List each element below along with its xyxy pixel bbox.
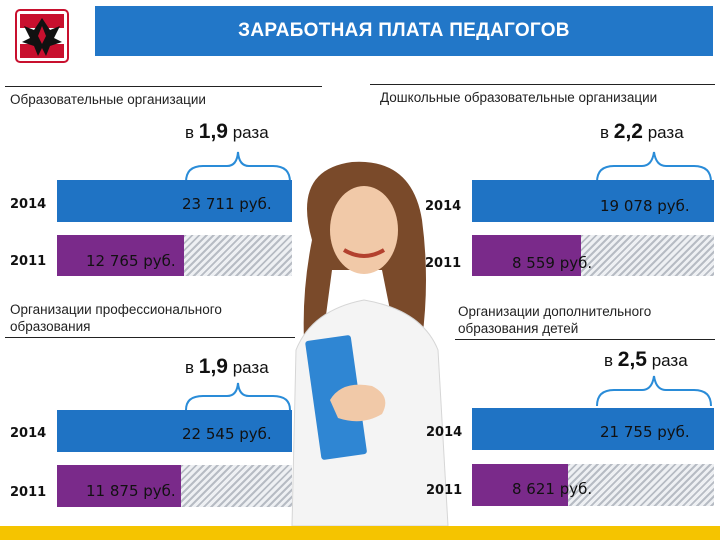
bar-2011-remainder: [181, 465, 292, 507]
year-label: 2011: [10, 254, 47, 269]
section-divider: [370, 84, 715, 85]
bar-value-label: 19 078 руб.: [600, 197, 690, 215]
year-label: 2014: [426, 425, 463, 440]
teacher-photo: [291, 161, 449, 526]
bar-2011: [57, 465, 181, 507]
bar-value-label: 11 875 руб.: [86, 482, 176, 500]
bar-group: [57, 410, 292, 507]
bar-value-label: 8 559 руб.: [512, 254, 593, 272]
bar-2011-remainder: [568, 464, 714, 506]
section-title: Образовательные организации: [10, 92, 206, 107]
bar-group: [57, 180, 292, 276]
growth-ratio: в 2,2 раза: [600, 120, 684, 143]
year-label: 2014: [10, 426, 47, 441]
page-title: ЗАРАБОТНАЯ ПЛАТА ПЕДАГОГОВ: [238, 20, 570, 41]
section-divider: [455, 339, 715, 340]
bar-2011: [57, 235, 184, 276]
bar-value-label: 23 711 руб.: [182, 195, 272, 213]
bar-2014: [472, 180, 714, 222]
bar-2014: [57, 410, 292, 452]
bar-2011: [472, 235, 581, 276]
bar-group: [472, 180, 714, 276]
year-label: 2014: [10, 197, 47, 212]
bracket: [185, 382, 291, 411]
growth-ratio: в 2,5 раза: [604, 348, 688, 371]
bar-group: [472, 408, 714, 506]
bracket: [596, 151, 712, 183]
bar-2011: [472, 464, 568, 506]
section-title: Организации профессионального образовани…: [10, 302, 222, 334]
year-label: 2011: [10, 485, 47, 500]
growth-ratio: в 1,9 раза: [185, 120, 269, 143]
bar-2014: [472, 408, 714, 450]
emblem-icon: [15, 9, 69, 63]
year-label: 2011: [426, 483, 463, 498]
bracket: [185, 151, 291, 183]
section-divider: [5, 337, 295, 338]
bar-value-label: 22 545 руб.: [182, 425, 272, 443]
section-title: Организации дополнительного образования …: [458, 304, 652, 336]
bar-2011-remainder: [581, 235, 714, 276]
bar-value-label: 12 765 руб.: [86, 252, 176, 270]
bar-2011-remainder: [184, 235, 292, 276]
growth-ratio: в 1,9 раза: [185, 355, 269, 378]
year-label: 2014: [425, 199, 462, 214]
bar-value-label: 8 621 руб.: [512, 480, 593, 498]
bracket: [596, 375, 712, 407]
section-title: Дошкольные образовательные организации: [380, 90, 658, 105]
header-bar: [95, 6, 713, 56]
section-divider: [5, 86, 322, 87]
footer-bar: [0, 526, 720, 540]
year-label: 2011: [425, 256, 462, 271]
bar-value-label: 21 755 руб.: [600, 423, 690, 441]
bar-2014: [57, 180, 292, 222]
